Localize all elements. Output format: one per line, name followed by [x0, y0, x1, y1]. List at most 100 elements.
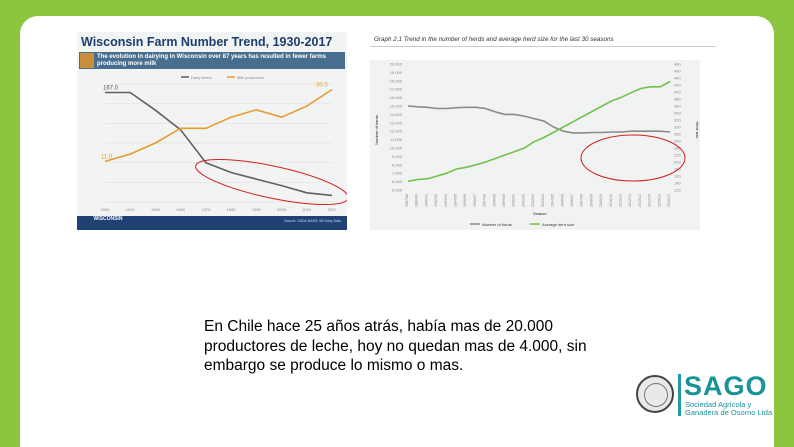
wisconsin-plot: Dairy farms Milk production 1930 1940 1950 19…	[101, 75, 347, 212]
y-tick-label: 14,000	[390, 112, 403, 117]
y-tick-label: 7,000	[392, 171, 403, 176]
y-tick-label: 12,000	[390, 129, 403, 134]
x-tick-label: 1992/93	[434, 194, 438, 207]
title-divider	[370, 46, 716, 47]
y2-tick-label: 440	[674, 76, 681, 81]
x-tick-label: 1994/95	[454, 194, 458, 207]
wisconsin-chart-title: Wisconsin Farm Number Trend, 1930-2017	[81, 35, 333, 49]
x-tick-label: 1988/89	[415, 194, 419, 207]
y2-tick-label: 360	[674, 104, 681, 109]
legend-farms: Dairy farms	[191, 75, 211, 80]
wisconsin-footer: WISCONSIN Source: USDA NASS, WI Dairy Da…	[77, 216, 347, 230]
y2-tick-label: 400	[674, 90, 681, 95]
x-tick-label: 1987/88	[405, 194, 409, 207]
x-axis-label: Season	[533, 211, 547, 216]
logo-divider	[678, 374, 681, 416]
y-tick-label: 16,000	[390, 95, 403, 100]
sago-subtitle-line1: Sociedad Agrícola y	[685, 400, 752, 409]
y2-axis-label: Herd size	[695, 122, 700, 140]
y2-tick-label: 160	[674, 174, 681, 179]
x-tick-label: 1996/97	[473, 194, 477, 207]
y-tick-label: 9,000	[392, 154, 403, 159]
x-tick-label: 1960	[176, 207, 186, 212]
y-tick-label: 6,000	[392, 179, 403, 184]
legend-milk: Milk production	[237, 75, 264, 80]
x-tick-label: 2015/16	[657, 194, 661, 207]
end-value-label: 30.5	[316, 83, 328, 89]
x-tick-label: 2002/03	[531, 194, 535, 207]
x-tick-label: 2013/14	[638, 194, 642, 207]
y-tick-label: 10,000	[390, 146, 403, 151]
y2-tick-label: 200	[674, 160, 681, 165]
y2-tick-label: 260	[674, 139, 681, 144]
x-tick-label: 1998/99	[492, 194, 496, 207]
x-tick-label: 2017	[328, 207, 338, 212]
y-tick-label: 17,000	[390, 87, 403, 92]
herds-chart-title: Graph 2.1 Trend in the number of herds a…	[374, 36, 614, 43]
x-tick-label: 2010/11	[609, 194, 613, 207]
y2-tick-label: 240	[674, 146, 681, 151]
y2-tick-label: 120	[674, 188, 681, 193]
sago-logo: SAGO	[684, 371, 768, 401]
x-tick-label: 2005/06	[560, 194, 564, 207]
x-tick-label: 1980	[227, 207, 237, 212]
y2-tick-label: 280	[674, 132, 681, 137]
x-tick-label: 1995/96	[463, 194, 467, 207]
wisconsin-chart: Wisconsin Farm Number Trend, 1930-2017 T…	[77, 32, 347, 230]
y-tick-label: 15,000	[390, 104, 403, 109]
y-tick-label: 11,000	[390, 137, 403, 142]
y2-tick-label: 460	[674, 69, 681, 74]
x-tick-label: 2007/08	[580, 194, 584, 207]
y-tick-label: 13,000	[390, 120, 403, 125]
y-tick-label: 8,000	[392, 162, 403, 167]
x-tick-label: 2003/04	[541, 194, 545, 207]
legend-herds: Number of herds	[482, 222, 512, 227]
stabilization-highlight	[580, 134, 686, 182]
x-tick-label: 1993/94	[444, 194, 448, 207]
wisconsin-banner-text: The evolution in dairying in Wisconsin o…	[97, 54, 327, 67]
legend-size: Average herd size	[542, 222, 575, 227]
y2-tick-label: 140	[674, 181, 681, 186]
x-tick-label: 2012/13	[628, 194, 632, 207]
decline-highlight	[195, 158, 347, 206]
y2-tick-label: 340	[674, 111, 681, 116]
x-tick-label: 2016/17	[667, 194, 671, 207]
x-tick-label: 2000/01	[512, 194, 516, 207]
x-tick-label: 1999/00	[502, 194, 506, 207]
low-value-label: 11.0	[101, 154, 113, 160]
x-tick-label: 1970	[201, 207, 211, 212]
y2-tick-label: 300	[674, 125, 681, 130]
series-line-herds	[407, 105, 671, 134]
statement-text: En Chile hace 25 años atrás, había mas d…	[204, 318, 587, 374]
y2-tick-label: 220	[674, 153, 681, 158]
wisconsin-logo: WISCONSIN	[93, 216, 123, 222]
x-tick-label: 1997/98	[483, 194, 487, 207]
y2-tick-label: 180	[674, 167, 681, 172]
sago-logo-subtitle: Sociedad Agrícola y Ganadera de Osorno L…	[685, 401, 772, 417]
x-tick-label: 2006/07	[570, 194, 574, 207]
y2-tick-label: 320	[674, 118, 681, 123]
y-tick-label: 18,000	[390, 78, 403, 83]
y2-tick-label: 380	[674, 97, 681, 102]
x-tick-label: 2010	[302, 207, 312, 212]
x-tick-label: 2001/02	[521, 194, 525, 207]
x-tick-label: 1990/91	[424, 194, 428, 207]
slide: Wisconsin Farm Number Trend, 1930-2017 T…	[20, 16, 774, 447]
y-tick-label: 20,000	[390, 62, 403, 67]
x-tick-label: 1940	[126, 207, 136, 212]
y-tick-label: 19,000	[390, 70, 403, 75]
start-value-label: 167.0	[103, 86, 119, 92]
herds-chart: Graph 2.1 Trend in the number of herds a…	[370, 32, 716, 230]
wisconsin-source: Source: USDA NASS, WI Dairy Data	[284, 219, 341, 223]
x-tick-label: 2011/12	[618, 194, 622, 207]
x-tick-label: 2014/15	[648, 194, 652, 207]
x-tick-label: 2000	[277, 207, 287, 212]
y-tick-label: 5,000	[392, 188, 403, 193]
sago-subtitle-line2: Ganadera de Osorno Ltda	[685, 408, 773, 417]
x-tick-label: 2008/09	[589, 194, 593, 207]
x-tick-label: 1930	[101, 207, 111, 212]
wisconsin-banner: The evolution in dairying in Wisconsin o…	[79, 52, 345, 69]
seal-logo	[636, 375, 674, 413]
x-tick-label: 1990	[252, 207, 262, 212]
x-tick-label: 2009/10	[599, 194, 603, 207]
